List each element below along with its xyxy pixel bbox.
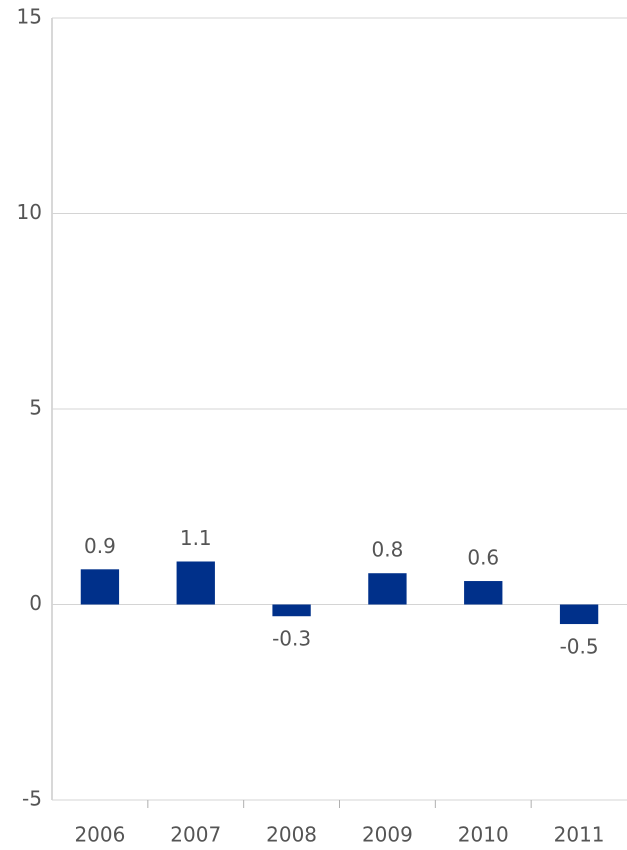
value-label: -0.5	[560, 635, 599, 659]
x-tick-label: 2006	[74, 823, 125, 847]
value-label: 0.9	[84, 534, 116, 558]
value-label: 1.1	[180, 526, 212, 550]
y-tick-label: -5	[22, 787, 42, 811]
bar	[559, 604, 599, 625]
bar	[80, 569, 120, 605]
y-tick-label: 15	[17, 5, 42, 29]
y-tick-label: 10	[17, 200, 42, 224]
x-tick-label: 2010	[458, 823, 509, 847]
y-tick-label: 5	[29, 396, 42, 420]
x-tick-label: 2008	[266, 823, 317, 847]
x-tick-label: 2007	[170, 823, 221, 847]
value-label: -0.3	[272, 627, 311, 651]
x-tick-label: 2009	[362, 823, 413, 847]
y-tick-label: 0	[29, 591, 42, 615]
value-label: 0.8	[372, 538, 404, 562]
value-label: 0.6	[467, 546, 499, 570]
x-tick-label: 2011	[554, 823, 605, 847]
bar	[368, 573, 407, 605]
bar	[272, 604, 311, 617]
bar	[464, 581, 503, 605]
bar	[176, 561, 215, 605]
